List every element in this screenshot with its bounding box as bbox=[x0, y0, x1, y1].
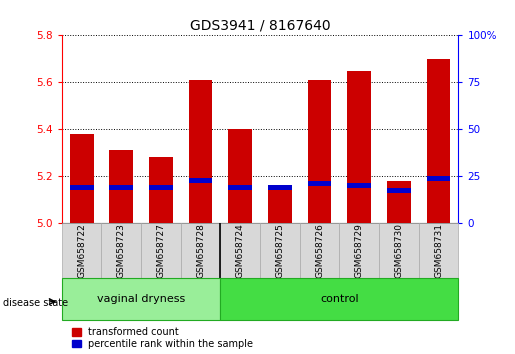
Bar bbox=[307, 80, 332, 223]
Bar bbox=[228, 185, 252, 190]
Bar bbox=[339, 223, 379, 278]
Text: GSM658730: GSM658730 bbox=[394, 223, 403, 278]
Bar bbox=[188, 178, 213, 183]
Text: GSM658725: GSM658725 bbox=[276, 223, 284, 278]
Text: GSM658723: GSM658723 bbox=[117, 223, 126, 278]
Bar bbox=[307, 181, 332, 186]
Bar bbox=[379, 223, 419, 278]
Bar bbox=[228, 129, 252, 223]
Bar bbox=[347, 70, 371, 223]
Bar bbox=[220, 278, 458, 320]
Bar bbox=[387, 188, 411, 193]
Text: GSM658731: GSM658731 bbox=[434, 223, 443, 278]
Bar bbox=[70, 185, 94, 190]
Bar bbox=[62, 278, 220, 320]
Text: GSM658724: GSM658724 bbox=[236, 223, 245, 278]
Bar bbox=[426, 59, 451, 223]
Bar bbox=[149, 157, 173, 223]
Text: GSM658727: GSM658727 bbox=[157, 223, 165, 278]
Bar bbox=[387, 181, 411, 223]
Text: GSM658726: GSM658726 bbox=[315, 223, 324, 278]
Bar bbox=[347, 183, 371, 188]
Text: vaginal dryness: vaginal dryness bbox=[97, 294, 185, 304]
Bar bbox=[300, 223, 339, 278]
Text: GSM658729: GSM658729 bbox=[355, 223, 364, 278]
Bar bbox=[62, 223, 101, 278]
Bar bbox=[109, 150, 133, 223]
Legend: transformed count, percentile rank within the sample: transformed count, percentile rank withi… bbox=[72, 327, 253, 349]
Bar bbox=[268, 188, 292, 223]
Title: GDS3941 / 8167640: GDS3941 / 8167640 bbox=[190, 19, 331, 33]
Text: control: control bbox=[320, 294, 358, 304]
Bar bbox=[260, 223, 300, 278]
Text: GSM658722: GSM658722 bbox=[77, 223, 86, 278]
Bar bbox=[70, 134, 94, 223]
Text: disease state: disease state bbox=[3, 298, 67, 308]
Bar bbox=[188, 80, 213, 223]
Bar bbox=[109, 185, 133, 190]
Bar bbox=[141, 223, 181, 278]
Bar bbox=[181, 223, 220, 278]
Bar bbox=[426, 176, 451, 181]
Bar bbox=[149, 185, 173, 190]
Bar bbox=[220, 223, 260, 278]
Bar bbox=[419, 223, 458, 278]
Bar bbox=[101, 223, 141, 278]
Bar bbox=[268, 185, 292, 190]
Text: GSM658728: GSM658728 bbox=[196, 223, 205, 278]
